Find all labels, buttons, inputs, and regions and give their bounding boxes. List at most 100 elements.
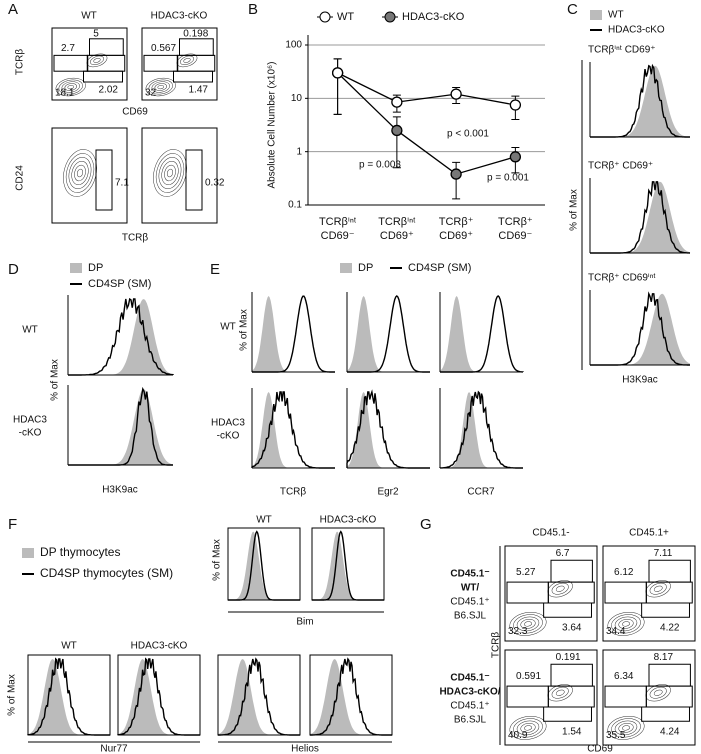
gate xyxy=(645,685,693,708)
x-tick-label: TCRβ⁺ xyxy=(439,216,474,228)
marker xyxy=(391,96,403,108)
plot-title: TCRβⁱⁿᵗ CD69⁺ xyxy=(588,45,656,56)
plot-frame xyxy=(217,654,301,736)
contour xyxy=(649,686,667,699)
gate xyxy=(506,685,549,708)
legend-label: DP thymocytes xyxy=(40,545,120,559)
gate xyxy=(547,581,595,604)
gate-value: 4.22 xyxy=(660,622,680,633)
column-title: WT xyxy=(81,11,97,22)
histogram-filled xyxy=(347,296,430,372)
axis-label: Bim xyxy=(296,617,313,628)
panel-label: A xyxy=(8,1,18,18)
gate-value: 6.12 xyxy=(614,567,634,578)
histogram-filled xyxy=(310,659,392,735)
plot-frame xyxy=(141,127,218,224)
histogram-filled xyxy=(28,659,110,735)
gate xyxy=(53,54,89,72)
contour xyxy=(154,83,167,91)
gate xyxy=(543,602,592,618)
plot-frame xyxy=(227,527,301,601)
legend-swatch xyxy=(22,548,34,558)
y-tick-label: 1 xyxy=(296,146,302,157)
gate xyxy=(506,581,549,604)
gate-value: 34.4 xyxy=(606,626,626,637)
x-tick-label: TCRβⁱⁿᵗ xyxy=(319,216,357,228)
legend-label: HDAC3-cKO xyxy=(402,11,465,23)
legend-marker xyxy=(384,11,396,23)
gate-value: 32 xyxy=(145,87,157,98)
gate xyxy=(604,685,647,708)
legend-label: HDAC3-cKO xyxy=(608,25,665,36)
contour xyxy=(524,621,532,627)
contour xyxy=(555,689,565,696)
contour xyxy=(607,611,645,636)
gate xyxy=(543,706,592,722)
legend-label: DP xyxy=(88,262,103,274)
histogram-filled xyxy=(68,389,173,465)
contour xyxy=(180,55,194,65)
contour xyxy=(551,686,569,699)
gate xyxy=(185,149,203,211)
gate-value: 1.47 xyxy=(189,85,209,96)
gate xyxy=(648,663,691,687)
contour xyxy=(509,611,547,636)
gate xyxy=(641,706,690,722)
contour xyxy=(153,149,187,197)
contour xyxy=(516,616,540,632)
gate-value: 5.27 xyxy=(516,567,536,578)
gate-value: 40.9 xyxy=(508,730,528,741)
y-tick-label: 0.1 xyxy=(288,200,302,211)
column-title: HDAC3-cKO xyxy=(131,641,188,652)
contour xyxy=(520,722,536,733)
contour xyxy=(148,79,173,95)
plot-frame xyxy=(117,654,201,736)
axis-label: Egr2 xyxy=(377,487,399,498)
legend-swatch xyxy=(590,10,602,20)
contour xyxy=(653,585,663,592)
axis-label: TCRβ xyxy=(15,49,26,76)
gate xyxy=(173,70,213,83)
histogram-filled xyxy=(347,392,430,468)
plot-frame xyxy=(51,127,128,224)
gate-value: 32.3 xyxy=(508,626,528,637)
contour xyxy=(61,81,80,93)
contour xyxy=(524,725,532,731)
axis-label: % of Max xyxy=(7,674,18,716)
gate-value: 6.34 xyxy=(614,671,634,682)
row-label: WT xyxy=(220,322,236,333)
contour xyxy=(76,168,84,178)
axis-label: TCRβ xyxy=(280,487,307,498)
histogram-line xyxy=(439,390,523,469)
plot-frame xyxy=(309,654,393,736)
contour xyxy=(164,164,176,182)
gate-value: 0.198 xyxy=(183,28,208,39)
axis-label: CD69 xyxy=(587,744,613,754)
gate-value: 2.7 xyxy=(61,43,75,54)
contour xyxy=(618,618,634,629)
plot-title: TCRβ⁺ CD69ⁱⁿᵗ xyxy=(588,273,656,284)
axis-label: % of Max xyxy=(212,539,223,581)
panel-label: C xyxy=(567,1,578,18)
axis-label: CD69 xyxy=(122,107,148,118)
column-title: HDAC3-cKO xyxy=(320,515,377,526)
contour xyxy=(183,57,191,63)
x-tick-label: CD69⁻ xyxy=(321,230,355,242)
legend-label: CD4SP thymocytes (SM) xyxy=(40,566,173,580)
contour xyxy=(611,718,641,738)
legend-label: WT xyxy=(337,11,354,23)
marker xyxy=(509,151,522,163)
contour xyxy=(645,580,671,598)
contour xyxy=(65,153,95,193)
legend-label: DP xyxy=(358,262,373,274)
contour xyxy=(67,85,74,90)
panel-label: G xyxy=(420,516,432,533)
contour xyxy=(547,580,573,598)
contour xyxy=(155,153,185,193)
legend-label: WT xyxy=(608,10,624,21)
contour xyxy=(90,55,104,65)
contour xyxy=(607,715,645,740)
contour xyxy=(622,621,630,627)
axis-label: Absolute Cell Number (x10⁶) xyxy=(267,62,278,189)
contour xyxy=(55,77,86,97)
